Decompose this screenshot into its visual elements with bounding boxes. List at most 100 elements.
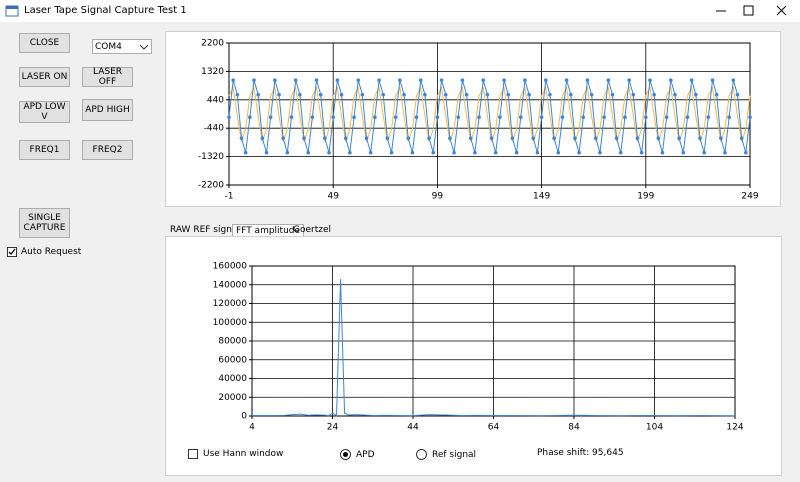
- tab[interactable]: Goertzel: [293, 225, 332, 235]
- radio: [340, 449, 351, 460]
- data-point: [618, 150, 623, 155]
- data-point: [410, 150, 415, 155]
- y-tick-label: 2200: [201, 39, 224, 49]
- data-point: [485, 92, 490, 97]
- data-point: [748, 115, 752, 120]
- laser-on-button[interactable]: LASER ON: [19, 67, 70, 87]
- data-point: [281, 136, 285, 141]
- data-point: [331, 115, 336, 120]
- data-point: [364, 136, 369, 141]
- close-button[interactable]: CLOSE: [19, 33, 70, 53]
- data-point: [543, 78, 548, 82]
- data-point: [481, 78, 486, 82]
- y-tick-label: 100000: [213, 318, 248, 328]
- data-point: [360, 92, 365, 97]
- x-tick-label: 64: [488, 423, 500, 433]
- data-point: [339, 92, 344, 97]
- data-point: [398, 78, 402, 82]
- series-line: [251, 279, 736, 417]
- data-point: [510, 136, 515, 141]
- data-point: [243, 150, 248, 155]
- data-point: [298, 92, 302, 97]
- data-point: [648, 78, 652, 82]
- phase-shift: Phase shift: 95,645: [537, 448, 624, 458]
- data-point: [719, 136, 723, 141]
- data-point: [614, 136, 619, 141]
- data-point: [356, 78, 361, 82]
- apd-low-button[interactable]: APD LOW V: [19, 101, 70, 123]
- data-point: [460, 78, 465, 82]
- window-buttons[interactable]: [700, 0, 800, 22]
- combo-arrow: [140, 44, 148, 50]
- x-tick-label: 199: [637, 192, 654, 202]
- auto-request-checkbox[interactable]: Auto Request: [7, 247, 81, 257]
- title-bar: Laser Tape Signal Capture Test 1: [0, 0, 800, 22]
- freq2-button[interactable]: FREQ2: [82, 140, 133, 160]
- checkbox: [7, 247, 17, 257]
- x-tick-label: 24: [327, 423, 339, 433]
- hann-checkbox[interactable]: Use Hann window: [188, 449, 283, 459]
- data-point: [710, 78, 715, 82]
- data-point: [452, 150, 456, 155]
- apd-high-button[interactable]: APD HIGH: [82, 99, 133, 121]
- data-point: [531, 136, 536, 141]
- x-tick-label: 49: [327, 192, 339, 202]
- data-point: [673, 92, 677, 97]
- data-point: [306, 150, 310, 155]
- data-point: [623, 115, 627, 120]
- data-point: [427, 136, 431, 141]
- data-point: [260, 136, 265, 141]
- data-point: [239, 136, 244, 141]
- apd-radio[interactable]: APD: [340, 449, 375, 460]
- y-tick-label: -2200: [198, 181, 224, 191]
- x-tick-label: 99: [432, 192, 444, 202]
- data-point: [598, 150, 602, 155]
- x-tick-label: 249: [741, 192, 758, 202]
- data-point: [635, 136, 640, 141]
- single-capture-button[interactable]: SINGLE CAPTURE: [19, 208, 70, 238]
- data-point: [381, 92, 386, 97]
- data-point: [523, 78, 527, 82]
- data-point: [735, 92, 740, 97]
- data-point: [664, 115, 669, 120]
- data-point: [256, 92, 260, 97]
- data-point: [644, 115, 648, 120]
- data-point: [685, 115, 690, 120]
- button-line: SINGLE: [28, 213, 61, 223]
- data-point: [698, 136, 702, 141]
- data-point: [689, 78, 694, 82]
- x-tick-label: 124: [726, 423, 743, 433]
- data-point: [343, 136, 348, 141]
- freq1-button[interactable]: FREQ1: [19, 140, 70, 160]
- y-tick-label: 20000: [218, 393, 247, 403]
- data-point: [323, 136, 327, 141]
- data-point: [627, 78, 631, 82]
- data-point: [435, 115, 440, 120]
- ref-radio[interactable]: Ref signal: [416, 449, 476, 460]
- data-point: [568, 92, 573, 97]
- data-point: [289, 115, 294, 120]
- y-tick-label: 140000: [213, 280, 248, 290]
- series-line: [228, 79, 751, 153]
- data-point: [352, 115, 356, 120]
- laser-off-button[interactable]: LASER OFF: [82, 67, 133, 87]
- tab-active[interactable]: FFT amplitude: [232, 224, 305, 237]
- tab[interactable]: RAW REF signal: [170, 225, 240, 235]
- y-tick-label: 0: [241, 412, 247, 422]
- data-point: [231, 78, 235, 82]
- data-point: [493, 150, 498, 155]
- checkbox: [188, 449, 198, 459]
- data-point: [335, 78, 340, 82]
- data-point: [489, 136, 494, 141]
- button-line: CAPTURE: [23, 223, 66, 233]
- radio: [416, 449, 427, 460]
- port-combo[interactable]: COM4: [92, 39, 152, 54]
- data-point: [477, 115, 481, 120]
- data-point: [573, 136, 577, 141]
- data-point: [373, 115, 377, 120]
- data-point: [589, 92, 594, 97]
- data-point: [548, 92, 552, 97]
- radio-label: APD: [356, 449, 375, 460]
- data-point: [252, 78, 256, 82]
